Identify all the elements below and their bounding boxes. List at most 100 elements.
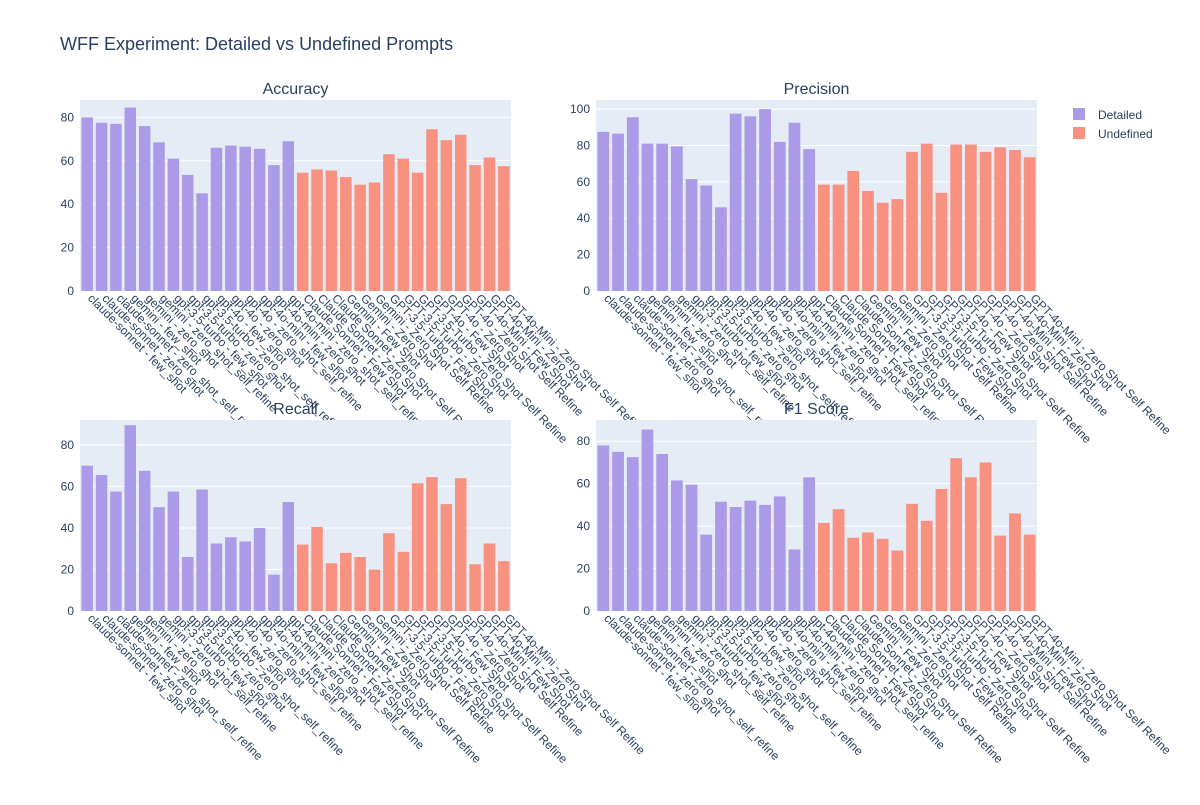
- bar-undefined-28: [469, 564, 481, 611]
- bar-detailed-11: [225, 145, 237, 291]
- bar-detailed-4: [124, 107, 137, 291]
- bar-undefined-21: [891, 199, 904, 291]
- bar-detailed-3: [626, 457, 639, 611]
- bar-undefined-26: [440, 140, 453, 291]
- bar-detailed-15: [282, 141, 295, 291]
- bar-detailed-1: [81, 117, 93, 291]
- bar-undefined-27: [979, 462, 992, 611]
- bar-undefined-19: [862, 190, 874, 291]
- y-tick-label: 0: [67, 604, 74, 618]
- bar-undefined-25: [950, 458, 963, 611]
- bar-detailed-13: [773, 141, 786, 291]
- y-tick-label: 20: [577, 248, 591, 262]
- y-tick-label: 60: [577, 175, 591, 189]
- y-tick-label: 0: [583, 604, 590, 618]
- y-tick-label: 80: [577, 434, 591, 448]
- bar-undefined-17: [311, 169, 323, 291]
- bar-undefined-22: [906, 151, 918, 291]
- bar-undefined-20: [354, 184, 366, 291]
- bar-undefined-17: [832, 184, 845, 291]
- y-tick-label: 60: [61, 479, 75, 493]
- bar-undefined-17: [832, 509, 845, 611]
- bar-undefined-16: [296, 544, 309, 611]
- bar-detailed-8: [182, 557, 194, 611]
- bar-detailed-7: [167, 158, 180, 291]
- bar-undefined-22: [383, 533, 395, 611]
- bar-undefined-19: [340, 552, 352, 611]
- bar-undefined-25: [950, 144, 963, 291]
- bar-undefined-29: [483, 543, 496, 611]
- y-tick-label: 80: [577, 138, 591, 152]
- bar-detailed-10: [729, 113, 742, 292]
- bar-detailed-4: [641, 143, 654, 291]
- y-tick-label: 20: [61, 562, 75, 576]
- legend-label-undefined: Undefined: [1098, 127, 1153, 141]
- bar-undefined-24: [411, 172, 424, 291]
- bar-detailed-1: [81, 465, 93, 611]
- bar-undefined-25: [426, 129, 438, 291]
- bar-detailed-5: [656, 143, 669, 291]
- bar-detailed-14: [788, 122, 801, 291]
- bar-detailed-6: [153, 507, 165, 611]
- bar-detailed-8: [700, 185, 713, 291]
- subplot-title: Accuracy: [263, 81, 329, 98]
- bar-detailed-7: [167, 491, 180, 611]
- subplot-title: F1 Score: [784, 401, 849, 418]
- y-tick-label: 40: [577, 519, 591, 533]
- bar-undefined-23: [920, 143, 933, 291]
- legend: Detailed Undefined: [1073, 108, 1153, 141]
- bar-detailed-11: [744, 500, 757, 611]
- bar-undefined-27: [979, 151, 992, 291]
- bar-undefined-30: [498, 166, 510, 291]
- bar-detailed-9: [715, 501, 727, 611]
- y-tick-label: 20: [61, 241, 75, 255]
- bar-detailed-6: [670, 146, 683, 291]
- bar-detailed-2: [95, 475, 108, 611]
- bar-detailed-4: [641, 429, 654, 611]
- bar-detailed-15: [803, 477, 816, 611]
- bar-undefined-23: [397, 551, 409, 611]
- plot-area: [80, 100, 511, 291]
- bar-detailed-7: [685, 179, 698, 291]
- bar-detailed-13: [253, 148, 266, 291]
- bar-undefined-20: [354, 557, 366, 611]
- subplot-title: Precision: [784, 81, 850, 98]
- legend-swatch-detailed: [1073, 108, 1085, 120]
- bar-undefined-23: [920, 520, 933, 611]
- bar-detailed-13: [773, 496, 786, 611]
- bar-undefined-27: [454, 134, 467, 291]
- bar-undefined-16: [296, 172, 309, 291]
- bar-detailed-2: [612, 451, 624, 611]
- bar-detailed-3: [626, 117, 639, 292]
- y-tick-label: 40: [577, 211, 591, 225]
- bar-undefined-20: [876, 538, 889, 611]
- bar-undefined-24: [411, 483, 424, 611]
- bar-undefined-18: [847, 537, 860, 611]
- bar-detailed-10: [729, 507, 742, 611]
- bar-detailed-6: [153, 142, 165, 291]
- bar-undefined-18: [325, 563, 338, 611]
- subplot-title: Recall: [273, 401, 317, 418]
- y-tick-label: 40: [61, 197, 75, 211]
- bar-detailed-5: [138, 126, 151, 291]
- bar-detailed-3: [110, 123, 122, 291]
- bar-detailed-9: [715, 207, 727, 291]
- bar-undefined-28: [994, 535, 1007, 611]
- bar-detailed-10: [210, 147, 223, 291]
- bar-undefined-30: [1023, 157, 1036, 291]
- y-tick-label: 0: [67, 284, 74, 298]
- y-tick-label: 80: [61, 110, 75, 124]
- bar-detailed-12: [239, 146, 251, 291]
- y-tick-label: 100: [570, 102, 590, 116]
- bar-detailed-15: [282, 502, 295, 611]
- bar-detailed-3: [110, 491, 122, 611]
- bar-undefined-27: [454, 478, 467, 611]
- y-tick-label: 40: [61, 521, 75, 535]
- bar-undefined-21: [891, 550, 904, 611]
- y-tick-label: 60: [61, 154, 75, 168]
- bar-undefined-30: [1023, 534, 1036, 611]
